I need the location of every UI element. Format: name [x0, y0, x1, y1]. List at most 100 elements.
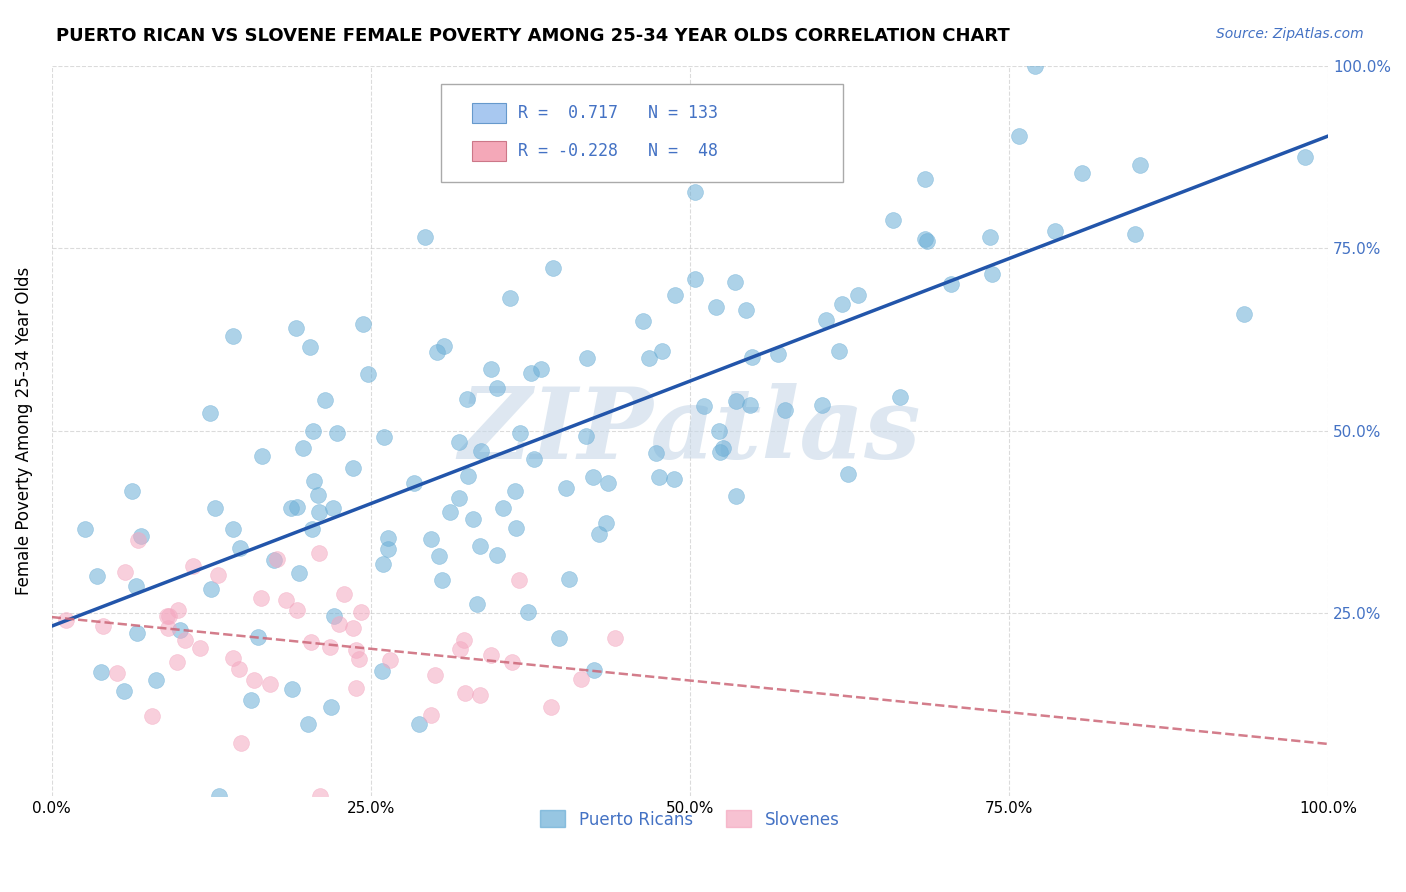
Point — [741, 350, 763, 364]
Text: R =  0.717   N = 133: R = 0.717 N = 133 — [519, 104, 718, 122]
Point — [530, 361, 553, 376]
Point — [380, 653, 402, 667]
Point — [941, 277, 963, 292]
Point — [683, 272, 706, 286]
Point — [229, 736, 252, 750]
Text: PUERTO RICAN VS SLOVENE FEMALE POVERTY AMONG 25-34 YEAR OLDS CORRELATION CHART: PUERTO RICAN VS SLOVENE FEMALE POVERTY A… — [56, 27, 1010, 45]
Point — [505, 521, 527, 535]
Point — [280, 500, 302, 515]
Point — [981, 267, 1004, 281]
Point — [292, 441, 315, 455]
Point — [454, 686, 477, 700]
Point — [725, 394, 748, 409]
Point — [505, 483, 527, 498]
Point — [569, 672, 592, 686]
Point — [301, 522, 323, 536]
Point — [285, 500, 308, 515]
Point — [297, 716, 319, 731]
Point — [169, 623, 191, 637]
Point — [328, 617, 350, 632]
Legend: Puerto Ricans, Slovenes: Puerto Ricans, Slovenes — [534, 804, 846, 835]
Point — [314, 393, 336, 408]
Point — [350, 605, 373, 619]
Point — [174, 632, 197, 647]
Point — [766, 347, 789, 361]
Point — [75, 522, 97, 536]
Y-axis label: Female Poverty Among 25-34 Year Olds: Female Poverty Among 25-34 Year Olds — [15, 267, 32, 595]
Point — [319, 640, 342, 655]
Point — [664, 471, 686, 485]
Point — [352, 318, 374, 332]
Point — [302, 475, 325, 489]
Point — [181, 559, 204, 574]
Point — [709, 445, 731, 459]
Point — [156, 608, 179, 623]
Point — [1043, 224, 1066, 238]
Point — [453, 632, 475, 647]
Point — [342, 621, 364, 635]
Point — [222, 329, 245, 343]
Point — [554, 481, 576, 495]
Point — [520, 367, 543, 381]
Point — [433, 339, 456, 353]
Point — [131, 529, 153, 543]
Point — [373, 430, 395, 444]
Point — [915, 234, 938, 248]
Point — [308, 505, 330, 519]
Point — [274, 593, 297, 607]
Point — [492, 501, 515, 516]
Point — [1129, 158, 1152, 172]
Point — [1008, 128, 1031, 143]
Point — [516, 605, 538, 619]
Point — [711, 441, 734, 455]
Point — [419, 707, 441, 722]
Point — [377, 531, 399, 545]
Point — [259, 677, 281, 691]
Point — [485, 381, 508, 395]
Point — [447, 491, 470, 505]
Point — [523, 452, 546, 467]
FancyBboxPatch shape — [471, 103, 506, 123]
Point — [90, 665, 112, 679]
Point — [200, 582, 222, 596]
Point — [247, 630, 270, 644]
Point — [479, 361, 502, 376]
Point — [831, 297, 853, 311]
Point — [308, 546, 330, 560]
Point — [740, 398, 762, 412]
Point — [463, 512, 485, 526]
Point — [413, 230, 436, 244]
Point — [127, 533, 149, 548]
Point — [439, 505, 461, 519]
Point — [645, 445, 668, 459]
Point — [501, 655, 523, 669]
FancyBboxPatch shape — [471, 141, 506, 161]
Text: Source: ZipAtlas.com: Source: ZipAtlas.com — [1216, 27, 1364, 41]
Point — [322, 500, 344, 515]
Point — [263, 552, 285, 566]
Point — [638, 351, 661, 366]
Point — [882, 213, 904, 227]
Point — [582, 663, 605, 677]
Point — [1294, 150, 1316, 164]
Point — [333, 587, 356, 601]
Point — [846, 287, 869, 301]
Point — [811, 398, 834, 412]
Point — [575, 351, 598, 365]
Point — [287, 566, 309, 580]
Point — [266, 551, 288, 566]
Point — [287, 603, 309, 617]
Point — [598, 476, 620, 491]
Point — [704, 300, 727, 314]
Point — [470, 443, 492, 458]
Point — [239, 692, 262, 706]
Point — [429, 549, 451, 563]
Text: R = -0.228   N =  48: R = -0.228 N = 48 — [519, 142, 718, 160]
Point — [603, 631, 626, 645]
Point — [55, 613, 77, 627]
Point — [190, 640, 212, 655]
Point — [112, 684, 135, 698]
Point — [541, 261, 564, 276]
Point — [377, 541, 399, 556]
Point — [683, 186, 706, 200]
